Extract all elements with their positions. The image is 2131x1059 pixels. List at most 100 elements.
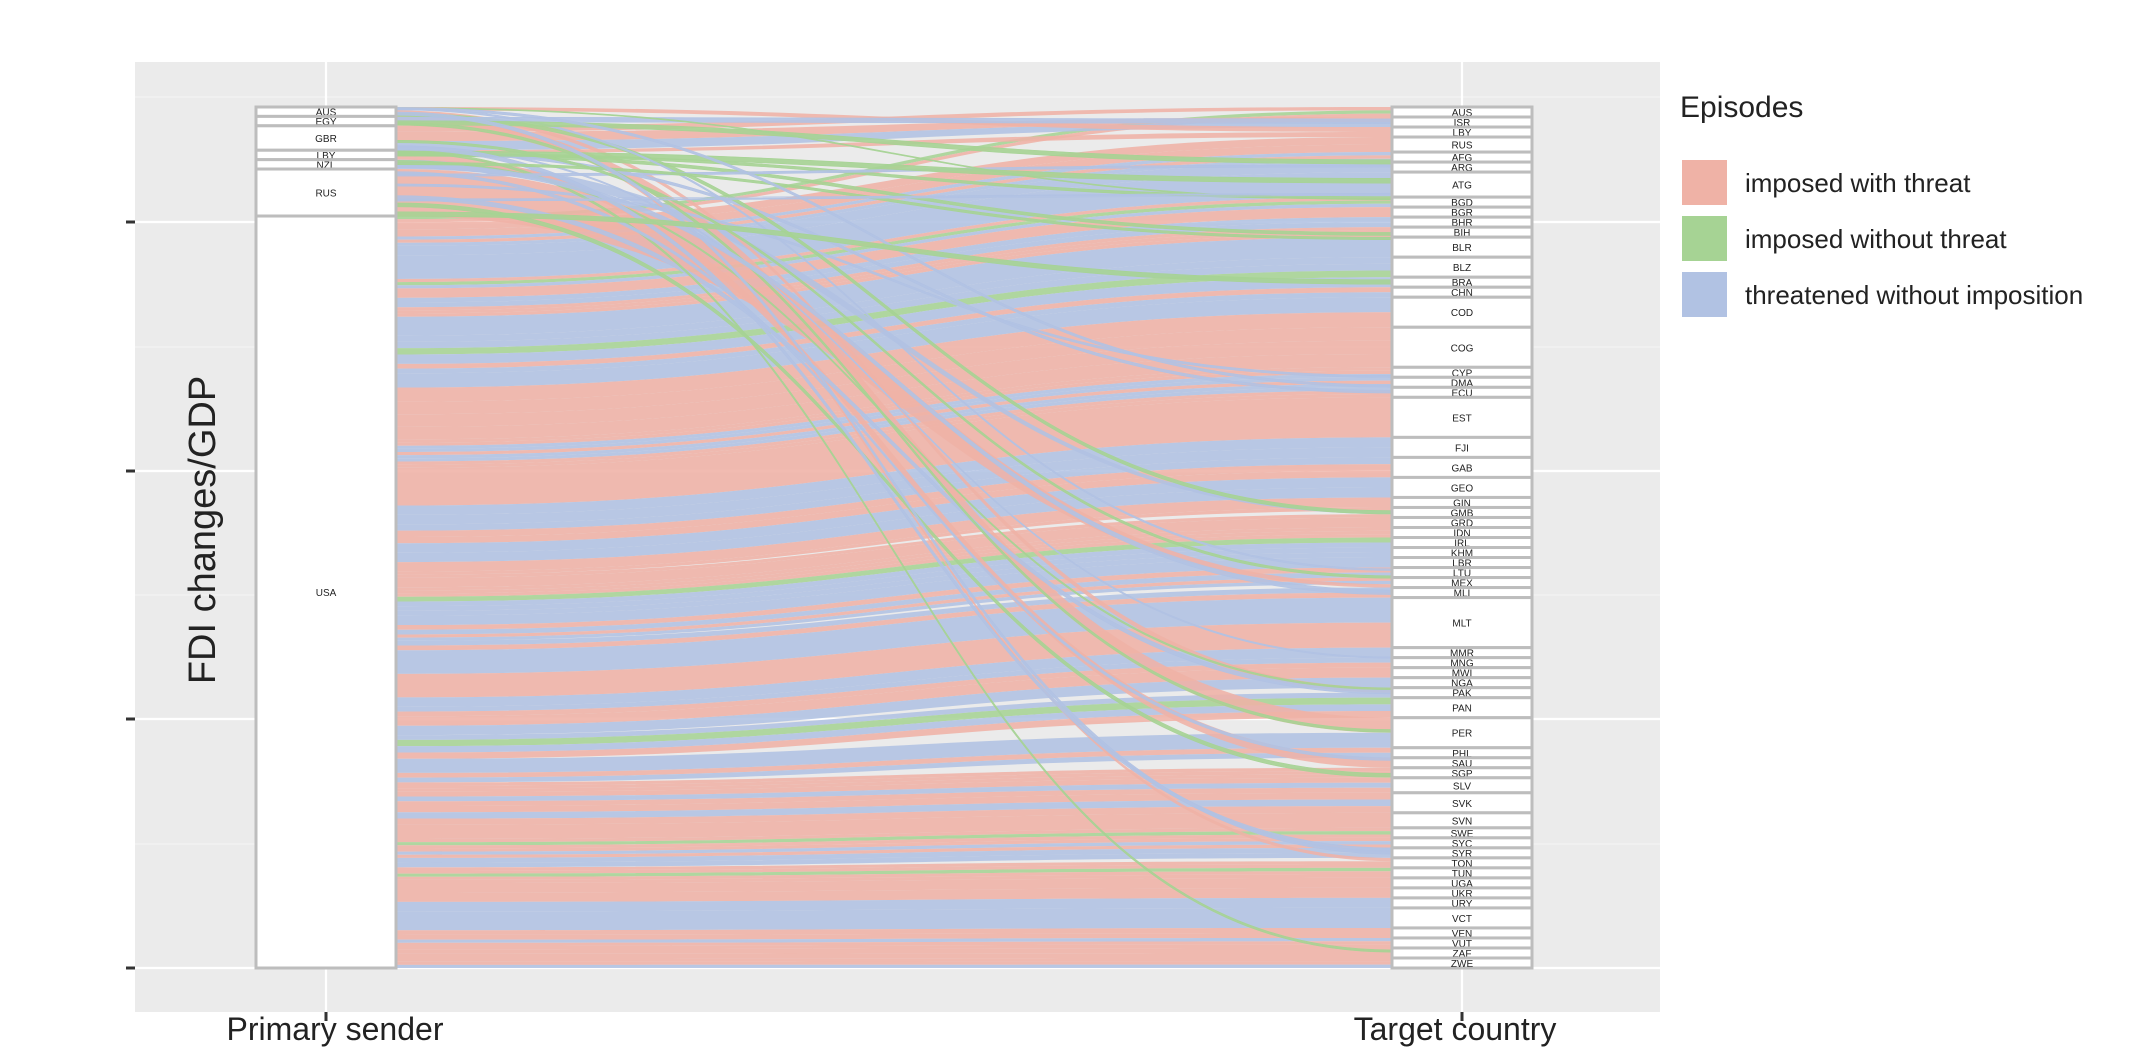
flow-band (396, 327, 1392, 415)
stratum-label: SVK (1452, 799, 1472, 810)
flow-band (396, 871, 1392, 880)
flow-band (396, 667, 1392, 726)
flow-band (396, 964, 1392, 968)
flow-band (396, 662, 1392, 717)
flow-band (396, 487, 1392, 563)
stratum-box (1390, 956, 1534, 970)
stratum-label: IRL (1454, 539, 1470, 550)
x-axis-ticks (324, 1012, 1464, 1021)
stratum-label: ZAF (1453, 949, 1472, 960)
flow-band (396, 692, 1392, 740)
flow-band (396, 952, 1392, 959)
flow-band (396, 552, 1392, 616)
sender-stratum-usa: USA (254, 214, 398, 970)
flow-band (396, 704, 1392, 753)
stratum-label: SAU (1452, 759, 1473, 770)
stratum-label: DMA (1451, 378, 1474, 389)
target-stratum-svn: SVN (1390, 811, 1534, 830)
flow-band (396, 597, 1392, 674)
stratum-box (1390, 395, 1534, 439)
flow-band (396, 257, 1392, 342)
flow-band (396, 677, 1392, 736)
flow-band (396, 837, 1392, 852)
flow-band (396, 507, 1392, 575)
flow-band (396, 867, 1392, 877)
flow-band (396, 847, 1392, 863)
flow-band (396, 514, 1392, 578)
legend-swatch (1682, 160, 1727, 205)
flow-band (396, 537, 1392, 602)
flow-band (396, 732, 1392, 773)
flow-band (396, 534, 1392, 597)
flow-band (396, 711, 1392, 759)
stratum-label: BGR (1451, 208, 1473, 219)
flow-band (396, 222, 1392, 308)
flow-band (396, 887, 1392, 902)
flow-band (396, 874, 1392, 884)
stratum-label: GAB (1451, 463, 1472, 474)
flow-band (396, 114, 1392, 862)
stratum-label: NZL (317, 160, 336, 171)
stratum-label: LTU (1453, 569, 1471, 580)
stratum-label: PAK (1452, 689, 1472, 700)
stratum-label: MWI (1452, 669, 1473, 680)
stratum-label: LBY (317, 151, 336, 162)
flow-band (396, 947, 1392, 954)
flow-band (396, 831, 1392, 846)
legend-label: imposed with threat (1745, 168, 1971, 198)
sender-stratum-rus: RUS (254, 167, 398, 218)
flow-band (396, 312, 1392, 402)
stratum-label: CYP (1452, 368, 1473, 379)
sender-stratum-gbr: GBR (254, 124, 398, 152)
stratum-label: RUS (315, 189, 336, 200)
flow-band (396, 932, 1392, 940)
stratum-label: EST (1452, 413, 1471, 424)
stratum-label: VUT (1452, 939, 1472, 950)
stratum-label: VCT (1452, 914, 1472, 925)
flow-band (396, 827, 1392, 843)
stratum-label: TON (1452, 859, 1473, 870)
flow-band (396, 217, 1392, 303)
stratum-label: BLZ (1453, 263, 1471, 274)
stratum-label: URY (1452, 899, 1473, 910)
flow-band (396, 159, 1392, 515)
stratum-label: LBR (1452, 559, 1471, 570)
stratum-label: GBR (315, 134, 337, 145)
stratum-label: SWE (1451, 829, 1474, 840)
stratum-label: GIN (1453, 498, 1471, 509)
flow-band (396, 852, 1392, 868)
flow-band (396, 897, 1392, 912)
stratum-label: SYC (1452, 839, 1473, 850)
flow-band (396, 907, 1392, 931)
stratum-label: UKR (1451, 889, 1472, 900)
target-stratum-atg: ATG (1390, 170, 1534, 199)
flow-band (396, 197, 1392, 283)
stratum-label: MMR (1450, 649, 1474, 660)
stratum-label: TUN (1452, 869, 1473, 880)
flow-band (396, 370, 1392, 446)
flow-band (396, 497, 1392, 572)
stratum-label: GEO (1451, 483, 1473, 494)
flow-band (396, 155, 1392, 243)
flow-band (396, 557, 1392, 626)
stratum-label: AFG (1452, 153, 1473, 164)
flow-band (396, 263, 1392, 349)
flow-band (396, 547, 1392, 611)
target-stratum-blz: BLZ (1390, 255, 1534, 279)
legend-swatch (1682, 216, 1727, 261)
flow-band (396, 580, 1392, 641)
flow-band (396, 927, 1392, 935)
flow-band (396, 787, 1392, 806)
flow-band (396, 861, 1392, 871)
flow-band (396, 397, 1392, 506)
flow-band (396, 477, 1392, 553)
legend-title: Episodes (1680, 91, 1803, 124)
stratum-label: PER (1452, 729, 1473, 740)
legend-label: imposed without threat (1745, 224, 2007, 254)
flow-band (396, 287, 1392, 369)
legend-label: threatened without imposition (1745, 280, 2083, 310)
flows (395, 107, 1393, 968)
stratum-label: KHM (1451, 549, 1473, 560)
flow-band (396, 567, 1392, 630)
stratum-label: ECU (1451, 388, 1472, 399)
